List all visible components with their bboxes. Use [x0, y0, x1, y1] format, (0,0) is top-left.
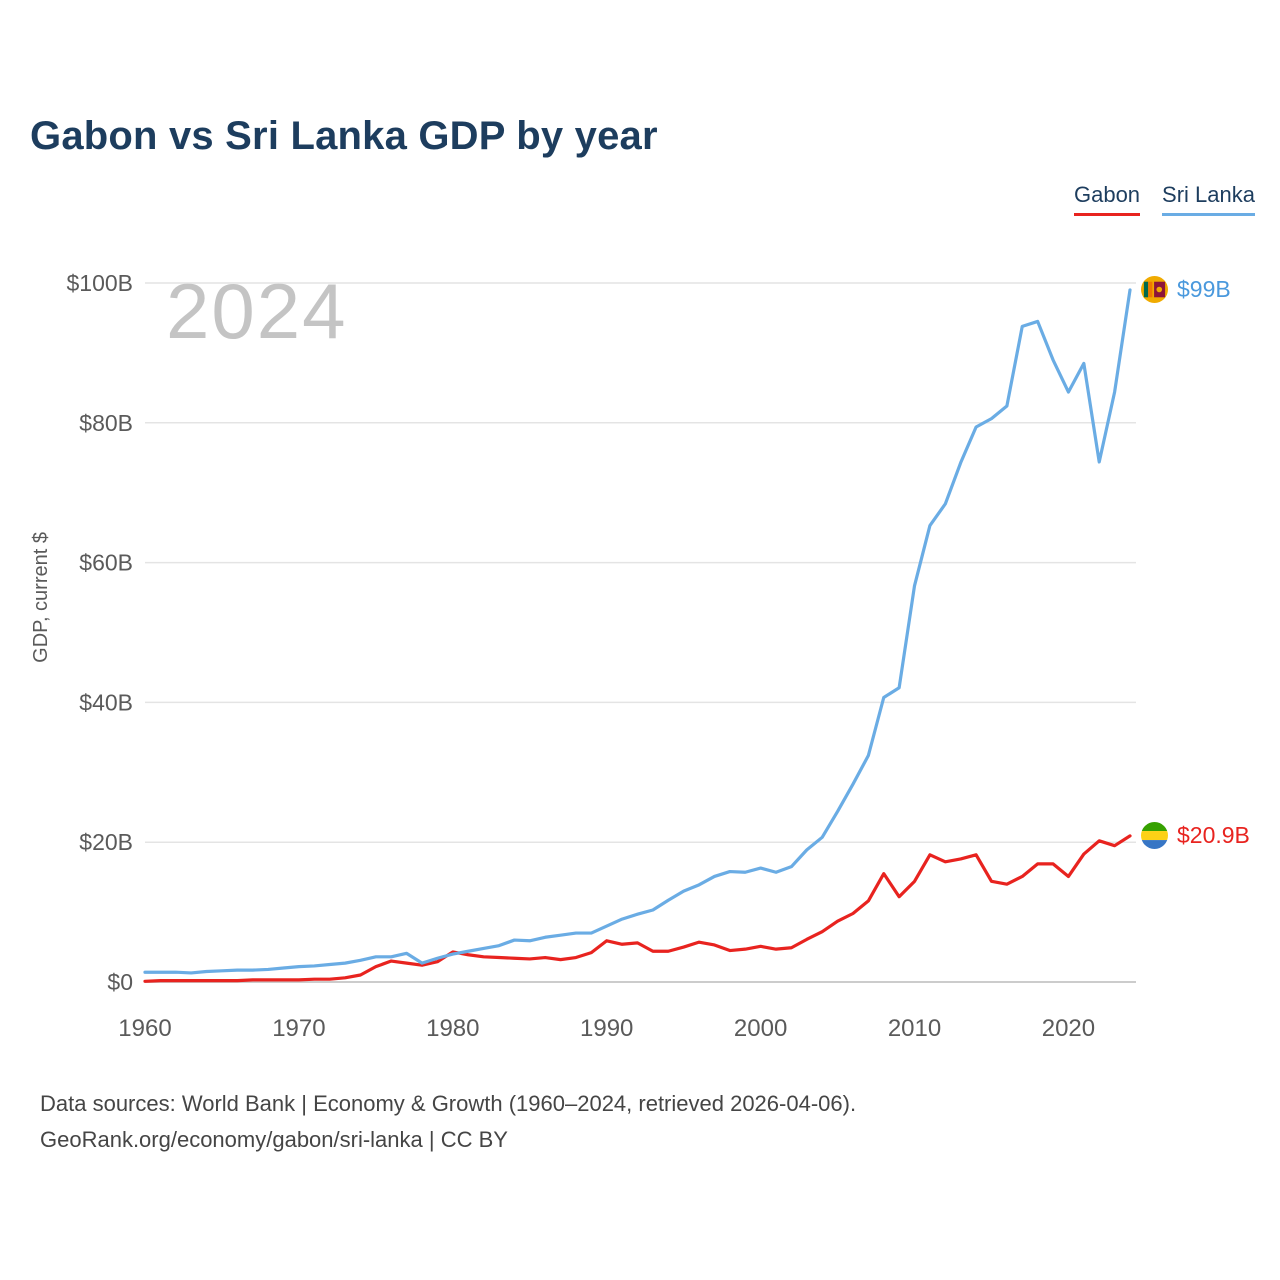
svg-text:2010: 2010 — [888, 1015, 941, 1042]
gabon-end-marker: $20.9B — [1141, 821, 1250, 849]
svg-text:$80B: $80B — [79, 410, 133, 436]
legend: Gabon Sri Lanka — [1073, 182, 1255, 216]
svg-text:$0: $0 — [107, 969, 133, 995]
y-axis-label: GDP, current $ — [30, 532, 52, 663]
sri-lanka-end-value: $99B — [1177, 275, 1231, 302]
footer-attribution-line: GeoRank.org/economy/gabon/sri-lanka | CC… — [40, 1127, 508, 1153]
svg-text:2020: 2020 — [1042, 1015, 1095, 1042]
svg-text:$20B: $20B — [79, 829, 133, 855]
svg-text:$100B: $100B — [66, 270, 133, 296]
svg-text:1980: 1980 — [426, 1015, 479, 1042]
svg-text:$40B: $40B — [79, 689, 133, 715]
chart-title: Gabon vs Sri Lanka GDP by year — [30, 114, 658, 158]
sri-lanka-end-marker: $99B — [1141, 275, 1231, 303]
svg-text:$60B: $60B — [79, 550, 133, 576]
svg-text:1960: 1960 — [118, 1015, 171, 1042]
legend-item-sri-lanka[interactable]: Sri Lanka — [1162, 182, 1255, 216]
svg-text:1970: 1970 — [272, 1015, 325, 1042]
watermark-year: 2024 — [166, 267, 348, 355]
svg-text:2000: 2000 — [734, 1015, 787, 1042]
legend-item-gabon[interactable]: Gabon — [1073, 182, 1141, 216]
gabon-end-value: $20.9B — [1177, 821, 1250, 848]
footer-sources-line: Data sources: World Bank | Economy & Gro… — [40, 1091, 857, 1116]
footer: Data sources: World Bank | Economy & Gro… — [40, 1086, 856, 1159]
sri-lanka-flag-icon — [1141, 275, 1168, 303]
svg-text:1990: 1990 — [580, 1015, 633, 1042]
gabon-flag-icon — [1141, 821, 1168, 849]
